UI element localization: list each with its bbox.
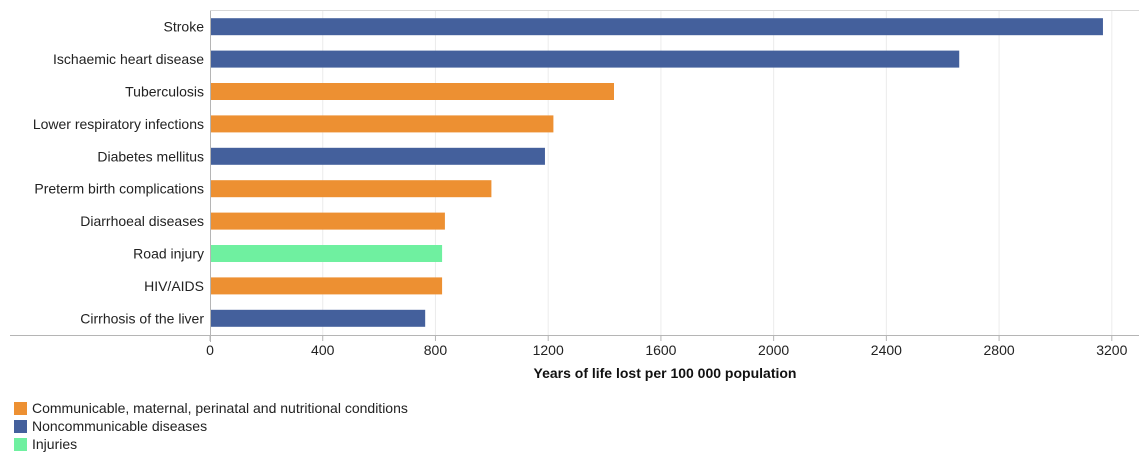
bars (211, 18, 1103, 327)
category-label: Lower respiratory infections (33, 116, 204, 132)
bar-chart: Stroke Ischaemic heart disease Tuberculosi… (10, 10, 1139, 381)
category-labels: Stroke Ischaemic heart disease Tuberculosi… (33, 19, 205, 327)
legend-swatch (14, 401, 27, 415)
legend-label: Noncommunicable diseases (32, 418, 208, 434)
x-tick-label: 2000 (758, 342, 789, 358)
category-label: Diabetes mellitus (97, 148, 204, 164)
category-label: Cirrhosis of the liver (80, 310, 204, 326)
legend-item: Communicable, maternal, perinatal and nu… (14, 399, 408, 417)
legend: Communicable, maternal, perinatal and nu… (14, 399, 408, 453)
category-label: Ischaemic heart disease (53, 51, 204, 67)
bar (211, 115, 554, 133)
bar (211, 212, 445, 230)
legend-item: Noncommunicable diseases (14, 417, 408, 435)
bar (211, 147, 545, 165)
legend-label: Communicable, maternal, perinatal and nu… (32, 400, 408, 416)
legend-swatch (14, 437, 27, 451)
legend-label: Injuries (32, 436, 78, 452)
category-label: Road injury (133, 246, 204, 262)
category-label: Stroke (164, 19, 205, 35)
x-tick-label: 1600 (645, 342, 676, 358)
category-label: Tuberculosis (125, 84, 204, 100)
legend-swatch (14, 419, 27, 433)
x-tick-labels: 0 400 800 1200 1600 2000 2400 2800 3200 (206, 335, 1128, 358)
x-tick-label: 2400 (871, 342, 902, 358)
x-tick-label: 800 (424, 342, 448, 358)
bar (211, 50, 960, 68)
bar (211, 83, 614, 100)
bar (211, 18, 1103, 36)
x-tick-label: 0 (206, 342, 214, 358)
x-axis-title: Years of life lost per 100 000 populatio… (534, 365, 797, 381)
x-tick-label: 2800 (984, 342, 1015, 358)
category-label: HIV/AIDS (144, 278, 204, 294)
bar (211, 180, 492, 198)
x-tick-label: 400 (311, 342, 335, 358)
legend-item: Injuries (14, 435, 408, 453)
x-tick-label: 3200 (1096, 342, 1127, 358)
category-label: Preterm birth complications (34, 181, 204, 197)
bar (211, 245, 443, 262)
x-tick-label: 1200 (533, 342, 564, 358)
bar (211, 277, 443, 295)
bar (211, 309, 426, 327)
category-label: Diarrhoeal diseases (80, 213, 204, 229)
